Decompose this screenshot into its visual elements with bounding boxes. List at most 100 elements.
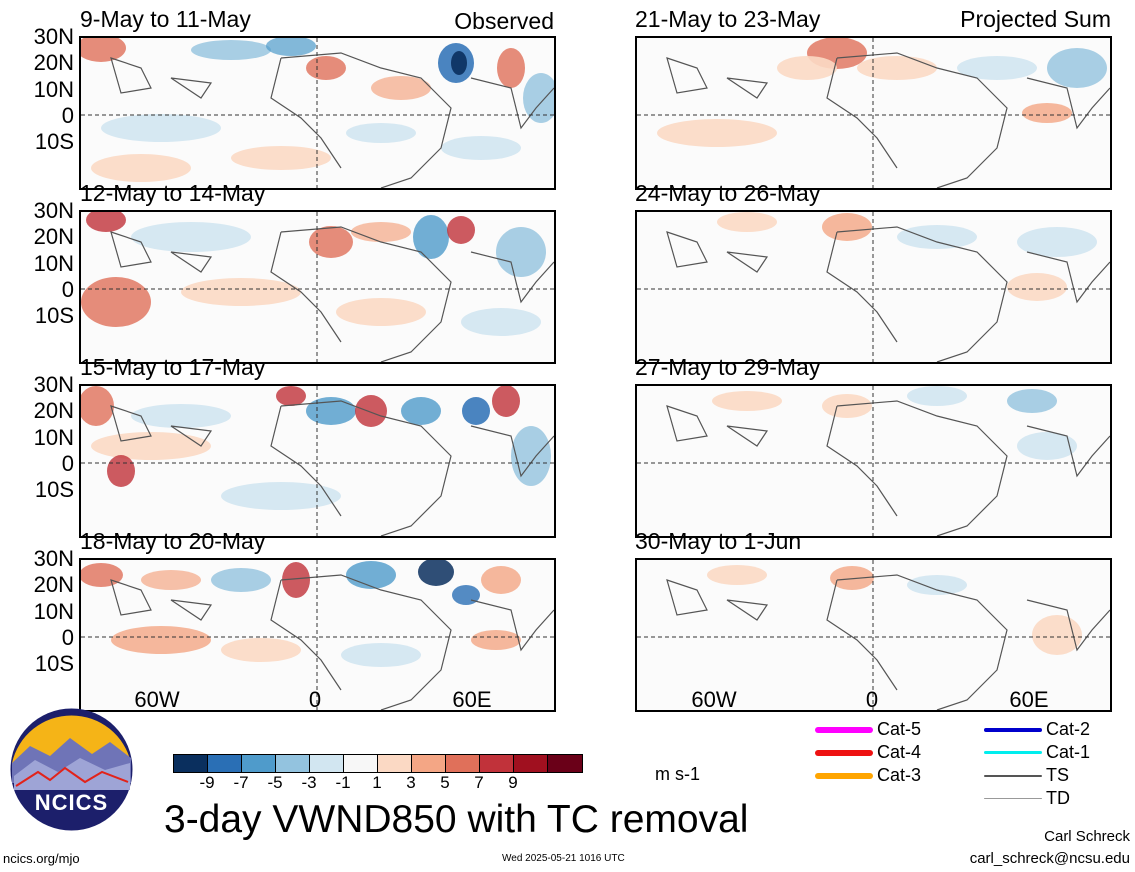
legend-swatch	[984, 751, 1042, 754]
legend-cat2: Cat-2	[984, 719, 1090, 740]
colorbar-swatch	[344, 755, 378, 772]
lon-label: 60E	[1009, 687, 1049, 712]
colorbar-tick-label: -3	[301, 773, 317, 792]
panel-title: 30-May to 1-Jun	[635, 528, 802, 554]
map-panel-projected-3	[635, 384, 1112, 538]
map-anomaly-field	[637, 386, 1110, 536]
map-anomaly-field	[637, 560, 1110, 710]
lat-label: 0	[61, 451, 74, 476]
map-anomaly-field	[81, 212, 554, 362]
map-panel-projected-2	[635, 210, 1112, 364]
colorbar-swatch	[446, 755, 480, 772]
map-anomaly-field	[637, 38, 1110, 188]
legend-cat5: Cat-5	[815, 719, 921, 740]
lon-label: 0	[308, 687, 322, 712]
colorbar-swatch	[480, 755, 514, 772]
panel-title: 27-May to 29-May	[635, 354, 821, 380]
panel-title: 18-May to 20-May	[80, 528, 266, 554]
colorbar-tick-label: -5	[267, 773, 283, 792]
lat-label: 10S	[34, 303, 74, 328]
lon-label: 60W	[691, 687, 737, 712]
legend-label: Cat-3	[877, 765, 922, 785]
legend-swatch	[815, 772, 873, 779]
footer-url: ncics.org/mjo	[3, 851, 80, 866]
lat-label: 30N	[33, 24, 74, 49]
legend-label: TS	[1046, 765, 1070, 785]
panel-title: 15-May to 17-May	[80, 354, 266, 380]
legend-swatch	[984, 798, 1042, 799]
colorbar-swatch	[310, 755, 344, 772]
map-panel-observed-1	[79, 36, 556, 190]
map-anomaly-field	[81, 560, 554, 710]
map-anomaly-field	[637, 212, 1110, 362]
lat-label: 30N	[33, 546, 74, 571]
logo-text: NCICS	[34, 790, 109, 815]
map-panel-observed-4	[79, 558, 556, 712]
legend-cat4: Cat-4	[815, 742, 921, 763]
lat-label: 10S	[34, 651, 74, 676]
lat-label: 10S	[34, 477, 74, 502]
colorbar-swatch	[412, 755, 446, 772]
lon-label: 0	[865, 687, 879, 712]
lat-label: 10N	[33, 425, 74, 450]
lat-label: 20N	[33, 398, 74, 423]
legend-swatch	[815, 749, 873, 756]
legend-cat3: Cat-3	[815, 765, 921, 786]
legend-td: TD	[984, 788, 1070, 809]
legend-ts: TS	[984, 765, 1069, 786]
colorbar-tick-label: 3	[406, 773, 416, 792]
colorbar-swatch	[378, 755, 412, 772]
footer-timestamp: Wed 2025-05-21 1016 UTC	[502, 853, 625, 864]
lat-label: 30N	[33, 372, 74, 397]
panel-title: 9-May to 11-May	[80, 6, 251, 32]
lat-label: 20N	[33, 224, 74, 249]
panel-title: 12-May to 14-May	[80, 180, 266, 206]
map-panel-projected-4	[635, 558, 1112, 712]
lat-label: 30N	[33, 198, 74, 223]
colorbar-tick-label: 5	[440, 773, 450, 792]
legend-swatch	[984, 727, 1042, 732]
lat-label: 10N	[33, 77, 74, 102]
ncics-logo: NCICS	[10, 708, 133, 831]
author-name: Carl Schreck	[1044, 828, 1130, 845]
lat-label: 0	[61, 625, 74, 650]
colorbar	[173, 754, 583, 773]
colorbar-tick-label: -9	[199, 773, 215, 792]
panel-title: 21-May to 23-May	[635, 6, 821, 32]
colorbar-tick-label: -1	[335, 773, 351, 792]
lon-label: 60W	[134, 687, 180, 712]
lat-label: 20N	[33, 572, 74, 597]
legend-label: Cat-1	[1046, 742, 1091, 762]
panel-title: 24-May to 26-May	[635, 180, 821, 206]
colorbar-swatch	[208, 755, 242, 772]
legend-cat1: Cat-1	[984, 742, 1090, 763]
lat-label: 10S	[34, 129, 74, 154]
colorbar-tick-label: 7	[474, 773, 484, 792]
colorbar-tick-label: -7	[233, 773, 249, 792]
lat-label: 10N	[33, 599, 74, 624]
projected-tag: Projected Sum	[960, 6, 1111, 32]
legend-label: Cat-2	[1046, 719, 1091, 739]
map-anomaly-field	[81, 386, 554, 536]
legend-swatch	[815, 726, 873, 733]
colorbar-swatch	[174, 755, 208, 772]
legend-label: Cat-4	[877, 742, 922, 762]
colorbar-tick-label: 1	[372, 773, 382, 792]
main-title: 3-day VWND850 with TC removal	[164, 798, 749, 841]
colorbar-swatch	[514, 755, 548, 772]
legend-label: TD	[1046, 788, 1070, 808]
mountain-logo-icon	[10, 708, 133, 831]
colorbar-swatch	[242, 755, 276, 772]
lat-label: 20N	[33, 50, 74, 75]
author-email: carl_schreck@ncsu.edu	[969, 850, 1130, 867]
colorbar-swatch	[276, 755, 310, 772]
lat-label: 10N	[33, 251, 74, 276]
units-label: m s-1	[655, 764, 700, 784]
map-panel-observed-2	[79, 210, 556, 364]
lat-label: 0	[61, 103, 74, 128]
observed-tag: Observed	[454, 8, 554, 34]
lon-label: 60E	[452, 687, 492, 712]
colorbar-tick-label: 9	[508, 773, 518, 792]
map-anomaly-field	[81, 38, 554, 188]
map-panel-observed-3	[79, 384, 556, 538]
